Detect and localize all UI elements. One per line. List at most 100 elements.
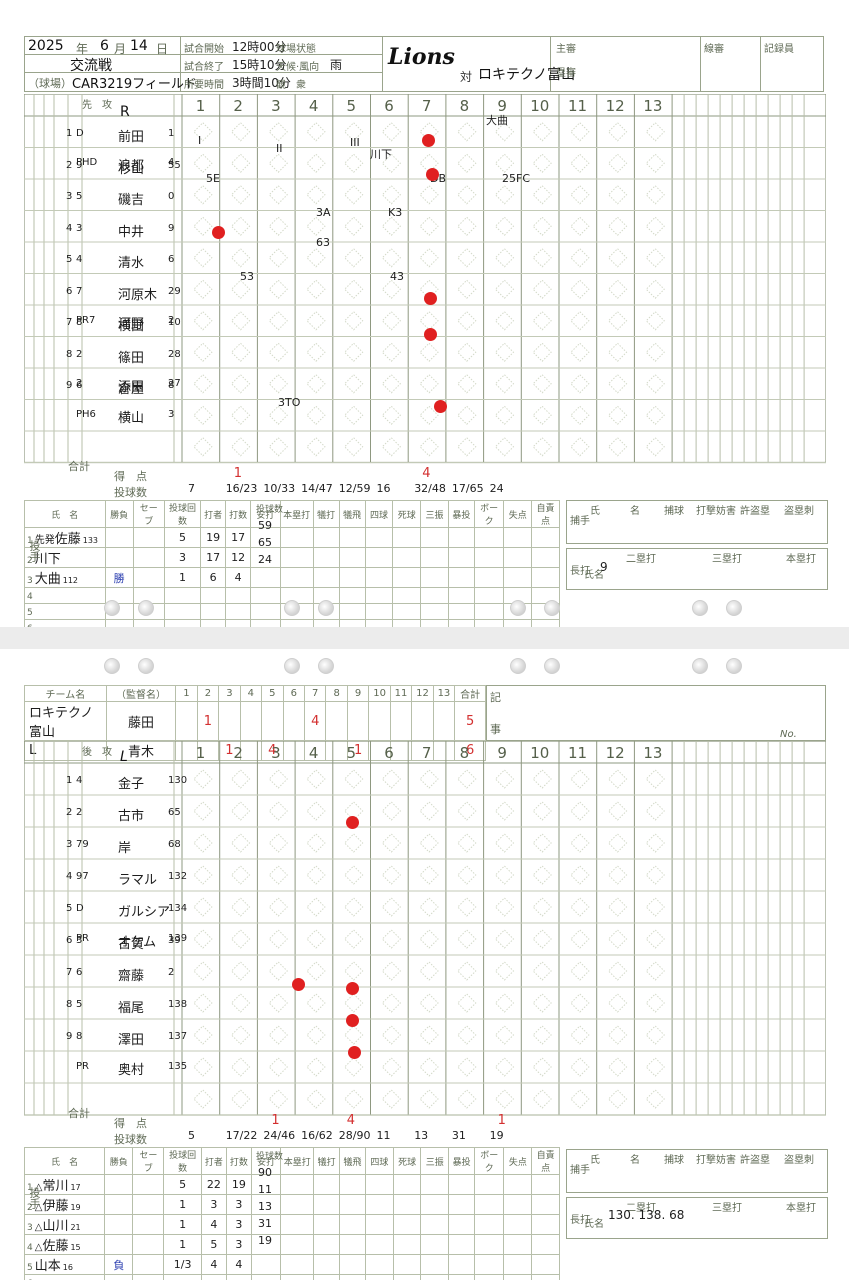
pitcher-stat-cell <box>280 1234 315 1255</box>
pitcher-stat-cell <box>392 603 422 620</box>
batter-position: 79 <box>76 839 89 850</box>
base-diamond <box>381 374 402 394</box>
pitcher-batters: 17 <box>200 547 227 568</box>
base-diamond <box>381 897 402 917</box>
pitcher-stat-cell <box>420 1194 450 1215</box>
pitcher-col-header: 投球回数 <box>163 1147 202 1175</box>
pitcher-name: 川下 <box>34 552 61 567</box>
base-diamond <box>494 897 515 917</box>
base-diamond <box>607 153 628 173</box>
base-diamond <box>570 122 590 142</box>
pitcher-col-header: ボーク <box>473 500 505 528</box>
pitcher-col-header: 打数 <box>225 500 252 528</box>
pitcher-stat-cell <box>312 567 340 588</box>
base-diamond <box>268 311 288 331</box>
pitcher-number: 112 <box>62 576 79 585</box>
pitcher-stat-cell <box>338 547 366 568</box>
base-diamond <box>494 248 515 268</box>
pitcher-order: 5 <box>27 608 33 618</box>
batter-order: 8 <box>66 348 73 360</box>
pitcher-name: 常川 <box>42 1179 69 1194</box>
base-diamond <box>230 993 251 1013</box>
base-diamond <box>343 929 364 949</box>
catcher-h-name2: 名 <box>630 1155 640 1166</box>
year-label: 年 <box>76 42 89 56</box>
catcher-h-interf: 打撃妨害 <box>696 506 736 517</box>
base-diamond <box>306 248 326 268</box>
pitcher-batters: 4 <box>200 1214 227 1235</box>
catcher-h-cs: 盗塁刺 <box>784 506 814 517</box>
pitcher-save <box>132 567 165 588</box>
base-diamond <box>457 929 477 949</box>
pitcher-batters: 6 <box>200 567 227 588</box>
pitcher-stat-cell <box>474 1194 505 1215</box>
binder-hole <box>318 600 334 616</box>
base-diamond <box>193 801 213 821</box>
base-diamond <box>607 437 628 457</box>
pitcher-at-bats <box>225 619 252 627</box>
linescore-row: L 青木 1 4 1 6 <box>24 740 486 761</box>
pitcher-number: 133 <box>82 536 99 545</box>
pitcher-stat-cell <box>313 1194 341 1215</box>
pitcher-stat-cell <box>392 587 422 604</box>
inning-number: 10 <box>530 744 550 762</box>
pitcher-col-header: 自責点 <box>531 500 560 528</box>
pitcher-stat-cell <box>503 1274 533 1280</box>
catcher-h-interf: 打撃妨害 <box>696 1155 736 1166</box>
pitcher-stat-cell <box>279 619 314 627</box>
binder-hole <box>692 600 708 616</box>
base-diamond <box>268 248 288 268</box>
base-diamond <box>645 405 665 425</box>
pitcher-col-header: 氏 名 <box>24 500 106 528</box>
base-diamond <box>343 833 364 853</box>
pitcher-pitch-count: 19 <box>258 1234 272 1247</box>
base-diamond <box>494 405 515 425</box>
base-diamond <box>645 153 665 173</box>
base-diamond <box>532 1057 552 1077</box>
base-diamond <box>419 769 439 789</box>
pitcher-batters <box>200 1274 227 1280</box>
base-diamond <box>570 897 590 917</box>
catcher-h-catch: 捕球 <box>664 1155 684 1166</box>
pitcher-stat-cell <box>474 1254 505 1275</box>
pitcher-mark: △ <box>34 1202 43 1213</box>
inning-pitch-count: 24/46 <box>263 1129 296 1142</box>
team-mark: L <box>120 749 128 765</box>
pitcher-order: 3 <box>27 1223 33 1233</box>
run-scored-dot <box>426 168 439 181</box>
pitcher-col-header: 投球回数 <box>163 500 202 528</box>
inning-number: 8 <box>459 744 470 762</box>
base-diamond <box>494 1025 515 1045</box>
base-diamond <box>494 769 515 789</box>
pitcher-stat-cell <box>313 1254 341 1275</box>
base-diamond <box>607 342 628 362</box>
total-label: 合計 <box>68 1107 90 1120</box>
base-diamond <box>343 216 364 236</box>
binder-hole <box>544 658 560 674</box>
batter-position: 3 <box>76 222 83 234</box>
pitcher-stat-cell <box>448 1214 476 1235</box>
run-scored-dot <box>212 226 225 239</box>
pitcher-stat-cell <box>474 1274 505 1280</box>
base-diamond <box>193 929 213 949</box>
base-diamond <box>268 833 288 853</box>
pitch-count-header: 投球数 <box>256 505 284 515</box>
linescore-inning: 5 <box>261 685 284 702</box>
batter-name: 磯吉 <box>118 193 145 208</box>
base-diamond <box>230 153 251 173</box>
base-diamond <box>419 248 439 268</box>
pitcher-stat-cell <box>503 547 533 568</box>
base-diamond <box>381 311 402 331</box>
batter-order: 1 <box>66 128 73 139</box>
base-diamond <box>268 1057 288 1077</box>
base-diamond <box>381 153 402 173</box>
run-scored-dot <box>292 978 305 991</box>
pitcher-stat-cell <box>392 619 422 627</box>
base-diamond <box>532 769 552 789</box>
base-diamond <box>457 216 477 236</box>
pitcher-row: 4 <box>24 587 560 604</box>
base-diamond <box>645 437 665 457</box>
base-diamond <box>607 248 628 268</box>
batter-order: 5 <box>66 903 73 914</box>
pitcher-decision <box>104 1274 134 1280</box>
